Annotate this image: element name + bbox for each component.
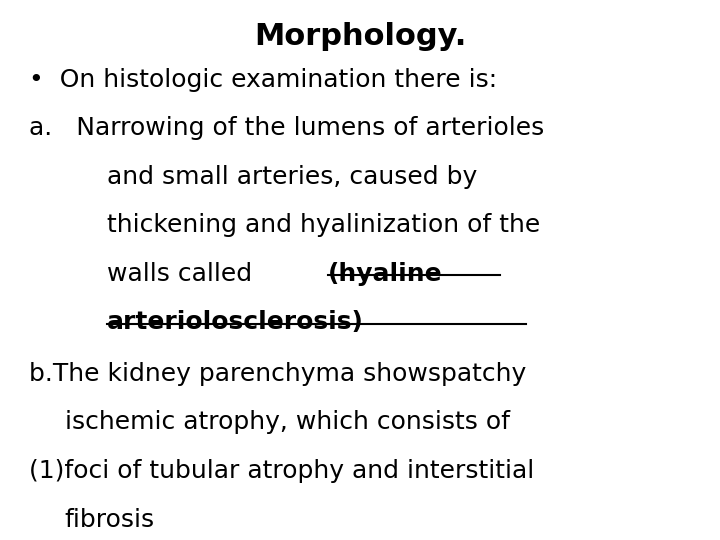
Text: arteriolosclerosis): arteriolosclerosis) <box>107 310 364 334</box>
Text: Morphology.: Morphology. <box>254 22 466 51</box>
Text: walls called: walls called <box>107 262 268 286</box>
Text: and small arteries, caused by: and small arteries, caused by <box>107 165 477 188</box>
Text: thickening and hyalinization of the: thickening and hyalinization of the <box>107 213 540 237</box>
Text: b.The kidney parenchyma showspatchy: b.The kidney parenchyma showspatchy <box>29 362 526 386</box>
Text: fibrosis: fibrosis <box>65 508 155 531</box>
Text: a.   Narrowing of the lumens of arterioles: a. Narrowing of the lumens of arterioles <box>29 116 544 140</box>
Text: ischemic atrophy, which consists of: ischemic atrophy, which consists of <box>65 410 510 434</box>
Text: (hyaline: (hyaline <box>328 262 442 286</box>
Text: •  On histologic examination there is:: • On histologic examination there is: <box>29 68 497 91</box>
Text: (1)foci of tubular atrophy and interstitial: (1)foci of tubular atrophy and interstit… <box>29 459 534 483</box>
